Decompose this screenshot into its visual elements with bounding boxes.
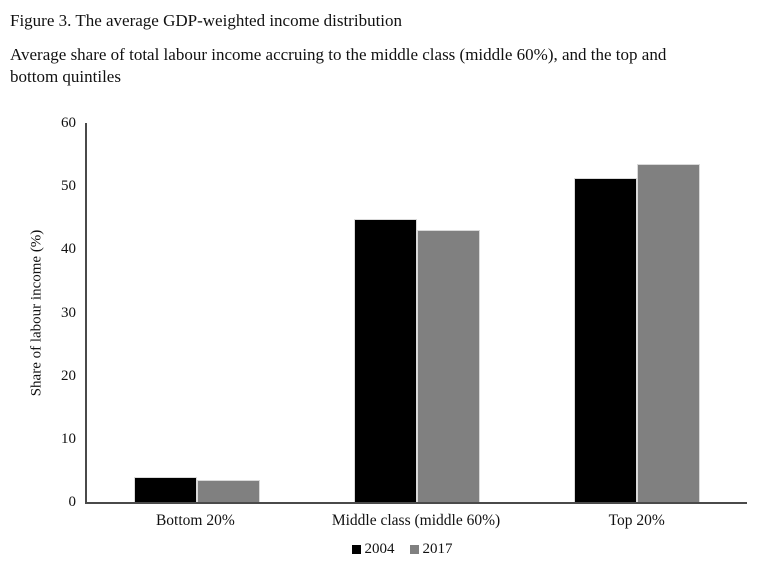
legend-swatch-2017	[409, 544, 419, 554]
y-axis-tick-labels: 0 10 20 30 40 50 60	[0, 115, 76, 510]
y-tick-label: 50	[61, 178, 76, 195]
legend-swatch-2004	[351, 544, 361, 554]
figure-subtitle-line-1: Average share of total labour income acc…	[10, 45, 667, 64]
x-category-label: Bottom 20%	[155, 512, 235, 529]
x-category-label: Top 20%	[608, 512, 665, 529]
y-tick-label: 20	[61, 367, 76, 384]
y-tick-label: 10	[61, 430, 76, 447]
y-tick-label: 30	[61, 304, 76, 321]
figure-title: Figure 3. The average GDP-weighted incom…	[10, 11, 403, 30]
legend-item-2004: 2004	[351, 540, 395, 558]
chart-legend: 2004 2017	[71, 540, 733, 558]
y-tick-label: 0	[68, 494, 77, 510]
figure-subtitle: Average share of total labour income acc…	[10, 44, 666, 88]
x-category-label: Middle class (middle 60%)	[331, 512, 501, 529]
bar-group-2	[307, 123, 527, 502]
legend-label-2004: 2004	[364, 541, 395, 557]
bar-2017-1	[197, 479, 260, 502]
legend-item-2017: 2017	[409, 540, 453, 558]
y-tick-label: 60	[61, 115, 76, 131]
y-tick-label: 40	[61, 241, 76, 258]
plot-area	[85, 123, 747, 504]
figure-subtitle-line-2: bottom quintiles	[10, 67, 121, 86]
bar-2004-3	[574, 177, 637, 502]
bar-2004-2	[354, 219, 417, 502]
bar-group-3	[527, 123, 747, 502]
bar-2004-1	[134, 476, 197, 502]
legend-label-2017: 2017	[422, 541, 453, 557]
x-axis-category-labels: Bottom 20% Middle class (middle 60%) Top 2…	[85, 511, 747, 530]
bar-group-1	[87, 123, 307, 502]
bar-2017-3	[637, 164, 700, 502]
bar-2017-2	[417, 230, 480, 502]
